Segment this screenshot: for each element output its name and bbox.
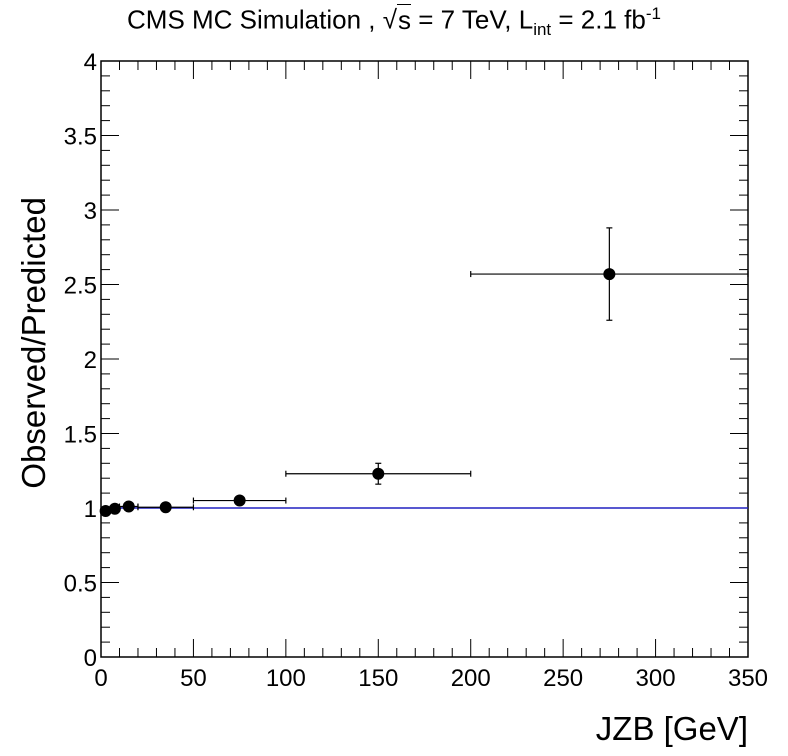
title-sqrt-symbol: √: [382, 4, 398, 35]
data-point-group: [192, 494, 287, 507]
chart-title: CMS MC Simulation , √s = 7 TeV, Lint = 2…: [0, 3, 788, 40]
data-points: [99, 227, 749, 517]
y-tick-label: 4: [84, 49, 97, 76]
y-tick-label: 2: [84, 347, 97, 374]
data-point-marker: [233, 494, 246, 507]
data-point-group: [137, 501, 195, 514]
y-tick-label: 0: [84, 645, 97, 672]
x-tick-label: 300: [636, 665, 676, 692]
y-tick-label: 1: [84, 496, 97, 523]
title-lumi-value: = 2.1 fb: [551, 4, 646, 35]
y-tick-label: 3.5: [64, 124, 97, 151]
data-point-marker: [108, 502, 121, 515]
axis-ticks: [100, 60, 749, 658]
y-axis-label: Observed/Predicted: [15, 197, 52, 489]
y-tick-label: 1.5: [64, 422, 97, 449]
data-point-group: [470, 227, 749, 321]
title-energy: = 7 TeV, L: [411, 4, 534, 35]
data-point-marker: [122, 500, 135, 513]
x-tick-label: 350: [728, 665, 768, 692]
plot-frame-rect: [100, 60, 749, 658]
title-prefix: CMS MC Simulation ,: [127, 4, 376, 35]
x-axis-label: JZB [GeV]: [596, 710, 748, 747]
y-tick-label: 3: [84, 198, 97, 225]
x-tick-label: 250: [543, 665, 583, 692]
x-tick-label: 0: [94, 665, 107, 692]
title-sqrt-var: s: [397, 3, 412, 35]
data-point-marker: [372, 467, 385, 480]
x-tick-label: 50: [180, 665, 207, 692]
x-tick-label: 200: [451, 665, 491, 692]
data-point-marker: [99, 504, 112, 517]
data-point-marker: [603, 268, 616, 281]
y-tick-label: 2.5: [64, 273, 97, 300]
data-point-marker: [159, 501, 172, 514]
data-point-group: [285, 462, 472, 485]
plot-frame: [100, 60, 749, 658]
title-lumi-sub: int: [533, 19, 552, 39]
data-point-group: [118, 500, 139, 513]
x-tick-label: 150: [358, 665, 398, 692]
x-tick-label: 100: [266, 665, 306, 692]
data-point-group: [108, 502, 121, 515]
y-tick-label: 0.5: [64, 571, 97, 598]
title-lumi-sup: -1: [645, 4, 661, 23]
axis-labels: JZB [GeV] Observed/Predicted 0 50 100 150 20…: [15, 49, 768, 747]
